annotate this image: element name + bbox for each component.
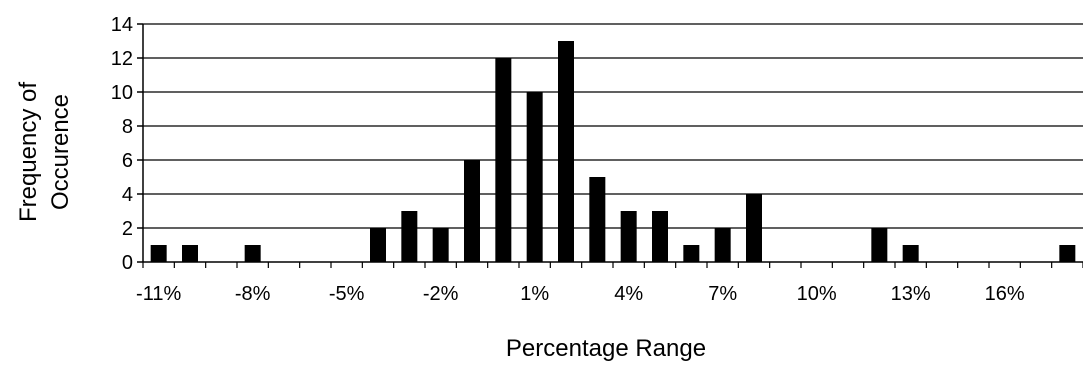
bar--8% [244, 245, 261, 262]
bar-1% [526, 92, 543, 262]
bar-18% [1059, 245, 1076, 262]
bar-6% [683, 245, 700, 262]
bar-3% [589, 177, 606, 262]
x-tick-label: 13% [891, 283, 931, 305]
y-tick-label: 10 [111, 82, 133, 104]
bar--3% [401, 211, 418, 262]
bar-12% [871, 228, 888, 262]
bars [150, 41, 1076, 262]
bar-2% [558, 41, 574, 262]
y-tick-label: 14 [111, 14, 133, 36]
y-tick-label: 8 [122, 116, 133, 138]
bar--10% [182, 245, 198, 262]
x-tick-label: 16% [985, 283, 1025, 305]
bar--1% [464, 160, 480, 262]
x-tick-label: 1% [520, 283, 549, 305]
x-tick-label: 4% [614, 283, 643, 305]
bar-0% [495, 58, 512, 262]
bar-4% [620, 211, 637, 262]
x-tick-label: -5% [329, 283, 365, 305]
x-tick-labels: -11% -8% -5% -2% 1% 4% 7% 10% 13% 16% [136, 283, 1025, 305]
bar-8% [746, 194, 762, 262]
gridlines [143, 23, 1083, 229]
y-tick-label: 4 [122, 184, 133, 206]
axes [137, 23, 1083, 268]
x-tick-label: -11% [136, 283, 181, 305]
bar--4% [370, 228, 386, 262]
y-tick-label: 6 [122, 150, 133, 172]
x-tick-label: -2% [423, 283, 459, 305]
bar--11% [150, 245, 167, 262]
y-tick-label: 2 [122, 218, 133, 240]
bar-7% [714, 228, 731, 262]
bar--2% [432, 228, 449, 262]
bar-13% [902, 245, 919, 262]
x-tick-label: 10% [797, 283, 837, 305]
y-axis-title-line-1: Frequency of [15, 82, 42, 222]
bar-5% [652, 211, 668, 262]
y-tick-label: 0 [122, 252, 133, 274]
y-axis-title-line-2: Occurence [47, 94, 74, 210]
y-tick-label: 12 [111, 48, 133, 70]
y-tick-labels: 0 2 4 6 8 10 12 14 [111, 14, 133, 274]
x-tick-label: 7% [708, 283, 737, 305]
x-axis-title: Percentage Range [506, 335, 706, 362]
x-tick-label: -8% [235, 283, 271, 305]
